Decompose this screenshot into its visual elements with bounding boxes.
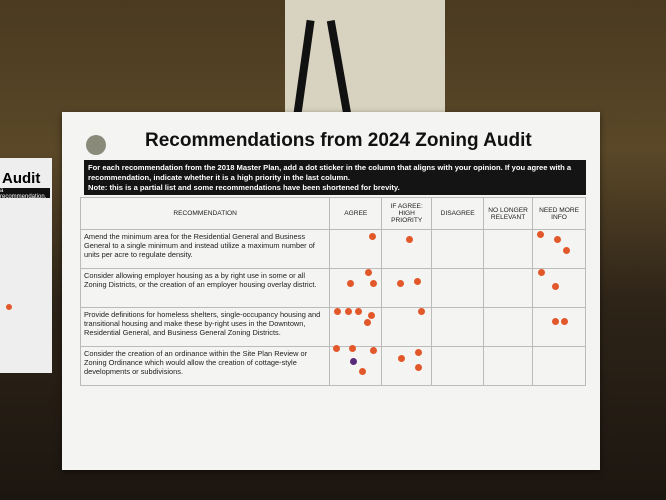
dot-sticker: [369, 233, 376, 240]
dot-sticker: [552, 318, 559, 325]
dot-sticker: [359, 368, 366, 375]
dot-sticker: [349, 345, 356, 352]
wall-panel: [285, 0, 445, 112]
title: Recommendations from 2024 Zoning Audit: [145, 130, 532, 151]
dot-sticker: [398, 355, 405, 362]
instruction: For each recommendation from the 2018 Ma…: [88, 163, 572, 182]
row: Consider allowing employer housing as a …: [79, 268, 586, 308]
instruction: Note: this is a partial list and some re…: [88, 183, 400, 192]
header-cell: RECOMMENDATION: [79, 197, 331, 230]
dot-sticker: [537, 231, 544, 238]
row: Consider the creation of an ordinance wi…: [79, 346, 586, 386]
dot-sticker: [538, 269, 545, 276]
dot-sticker: [365, 269, 372, 276]
dot-sticker: [406, 236, 413, 243]
dot-sticker: [347, 280, 354, 287]
side-poster: Audit a recommendation.: [0, 158, 52, 373]
logo: [86, 135, 106, 155]
dot-sticker: [364, 319, 371, 326]
dot: [6, 304, 12, 310]
dot-sticker: [414, 278, 421, 285]
cell: Amend the minimum area for the Residenti…: [79, 229, 331, 269]
header-cell: NEED MORE INFO: [532, 197, 586, 230]
instructions: For each recommendation from the 2018 Ma…: [84, 160, 586, 195]
row: Amend the minimum area for the Residenti…: [79, 229, 586, 269]
header-cell: IF AGREE: HIGH PRIORITY: [381, 197, 433, 230]
header-cell: AGREE: [329, 197, 383, 230]
dot-sticker: [350, 358, 357, 365]
header-cell: NO LONGER RELEVANT: [483, 197, 534, 230]
dot-sticker: [397, 280, 404, 287]
dot-sticker: [563, 247, 570, 254]
header-cell: DISAGREE: [431, 197, 485, 230]
dot-sticker: [333, 345, 340, 352]
dot-sticker: [345, 308, 352, 315]
dot-sticker: [561, 318, 568, 325]
cell: Consider the creation of an ordinance wi…: [79, 346, 331, 386]
header-row: RECOMMENDATION AGREE IF AGREE: HIGH PRIO…: [79, 197, 586, 230]
table: RECOMMENDATION AGREE IF AGREE: HIGH PRIO…: [79, 197, 586, 386]
side-text: a recommendation.: [0, 188, 50, 200]
dot-sticker: [334, 308, 341, 315]
cell: Provide definitions for homeless shelter…: [79, 307, 331, 347]
dot-sticker: [370, 347, 377, 354]
row: Provide definitions for homeless shelter…: [79, 307, 586, 347]
dot-sticker: [554, 236, 561, 243]
dot-sticker: [415, 349, 422, 356]
cell: Consider allowing employer housing as a …: [79, 268, 331, 308]
side-title: Audit: [2, 170, 41, 187]
dot-sticker: [355, 308, 362, 315]
dot-sticker: [552, 283, 559, 290]
dot-sticker: [418, 308, 425, 315]
dot-sticker: [415, 364, 422, 371]
dot-sticker: [370, 280, 377, 287]
dot-sticker: [368, 312, 375, 319]
